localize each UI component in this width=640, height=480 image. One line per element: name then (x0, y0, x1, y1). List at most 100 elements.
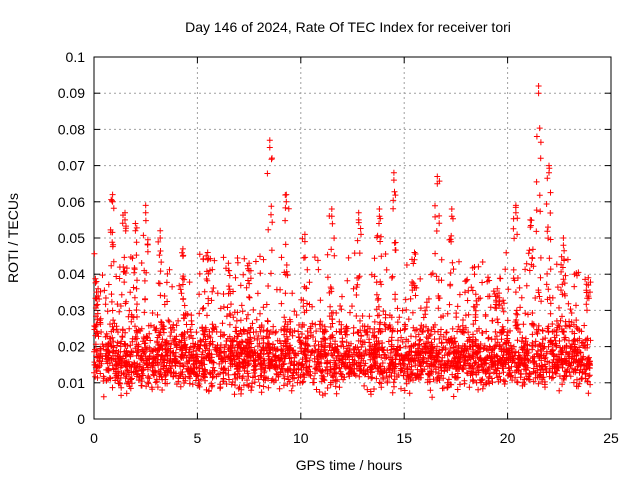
data-point (94, 330, 101, 337)
data-point (217, 305, 224, 312)
data-point (414, 351, 421, 358)
data-point (294, 361, 300, 368)
data-point (320, 373, 327, 380)
data-point (318, 348, 325, 355)
data-point (138, 382, 145, 389)
data-point (293, 312, 300, 318)
data-point (318, 369, 325, 376)
data-point (283, 262, 290, 268)
data-point (139, 378, 145, 385)
data-point (106, 349, 112, 356)
data-point (511, 349, 517, 356)
x-tick-label: 25 (603, 430, 619, 446)
data-point (146, 359, 153, 366)
data-point (517, 304, 524, 311)
data-point (122, 375, 129, 382)
data-point (460, 317, 466, 323)
data-point (285, 205, 292, 212)
data-point (448, 206, 455, 212)
data-point (512, 322, 519, 329)
data-point (519, 334, 526, 341)
data-point (318, 343, 325, 350)
data-point (369, 365, 376, 372)
data-point (533, 133, 540, 140)
data-point (220, 254, 227, 261)
data-point (247, 349, 254, 356)
data-point (207, 370, 214, 377)
data-point (196, 345, 202, 352)
data-point (207, 267, 213, 274)
data-point (235, 342, 241, 349)
data-point (134, 301, 140, 308)
data-point (357, 225, 364, 232)
data-point (276, 385, 283, 392)
data-point (438, 340, 445, 347)
data-point (444, 357, 451, 364)
data-point (544, 358, 551, 365)
data-point (433, 273, 440, 280)
data-point (532, 295, 539, 301)
data-point (537, 352, 544, 359)
data-point (337, 303, 344, 309)
data-point (199, 351, 205, 358)
data-point (526, 370, 533, 377)
data-point (502, 378, 509, 385)
data-point (134, 370, 141, 377)
data-point (260, 304, 267, 311)
data-point (549, 347, 556, 354)
data-point (399, 338, 406, 345)
data-point (229, 338, 235, 345)
data-point (341, 329, 348, 336)
data-point (186, 380, 193, 387)
data-point (533, 207, 540, 214)
data-point (412, 358, 419, 365)
data-point (229, 361, 236, 368)
data-point (533, 228, 540, 235)
data-point (503, 356, 510, 363)
data-point (329, 372, 335, 379)
data-point (230, 353, 237, 360)
data-point (210, 325, 217, 331)
data-point (102, 301, 109, 308)
data-point (328, 310, 335, 316)
data-point (532, 338, 539, 345)
data-point (264, 317, 271, 324)
data-point (514, 215, 521, 222)
data-point (435, 277, 442, 284)
data-point (164, 352, 170, 359)
data-point (135, 377, 142, 384)
data-point (413, 372, 420, 379)
data-point (308, 329, 314, 336)
data-point (463, 277, 470, 284)
data-point (203, 276, 210, 282)
data-point (406, 361, 413, 368)
data-point (119, 327, 126, 334)
data-point (241, 357, 248, 364)
data-point (94, 374, 101, 381)
data-point (177, 360, 184, 367)
data-point (551, 334, 558, 341)
data-point (543, 201, 550, 207)
data-point (136, 361, 143, 368)
data-point (281, 337, 288, 344)
data-point (459, 328, 466, 335)
data-point (366, 313, 373, 320)
data-point (252, 366, 259, 373)
data-point (288, 359, 295, 366)
data-point (122, 209, 128, 216)
data-point (284, 381, 291, 387)
data-point (373, 340, 380, 347)
data-point (157, 268, 164, 275)
data-point (260, 383, 267, 390)
y-tick-label: 0.05 (58, 230, 85, 246)
data-point (322, 351, 329, 358)
data-point (161, 301, 168, 308)
data-point (238, 386, 245, 393)
data-point (561, 336, 568, 343)
data-point (289, 382, 296, 389)
chart-title: Day 146 of 2024, Rate Of TEC Index for r… (185, 19, 511, 35)
data-point (110, 355, 117, 362)
data-point (122, 216, 128, 223)
data-point (324, 274, 331, 281)
data-point (387, 369, 393, 376)
